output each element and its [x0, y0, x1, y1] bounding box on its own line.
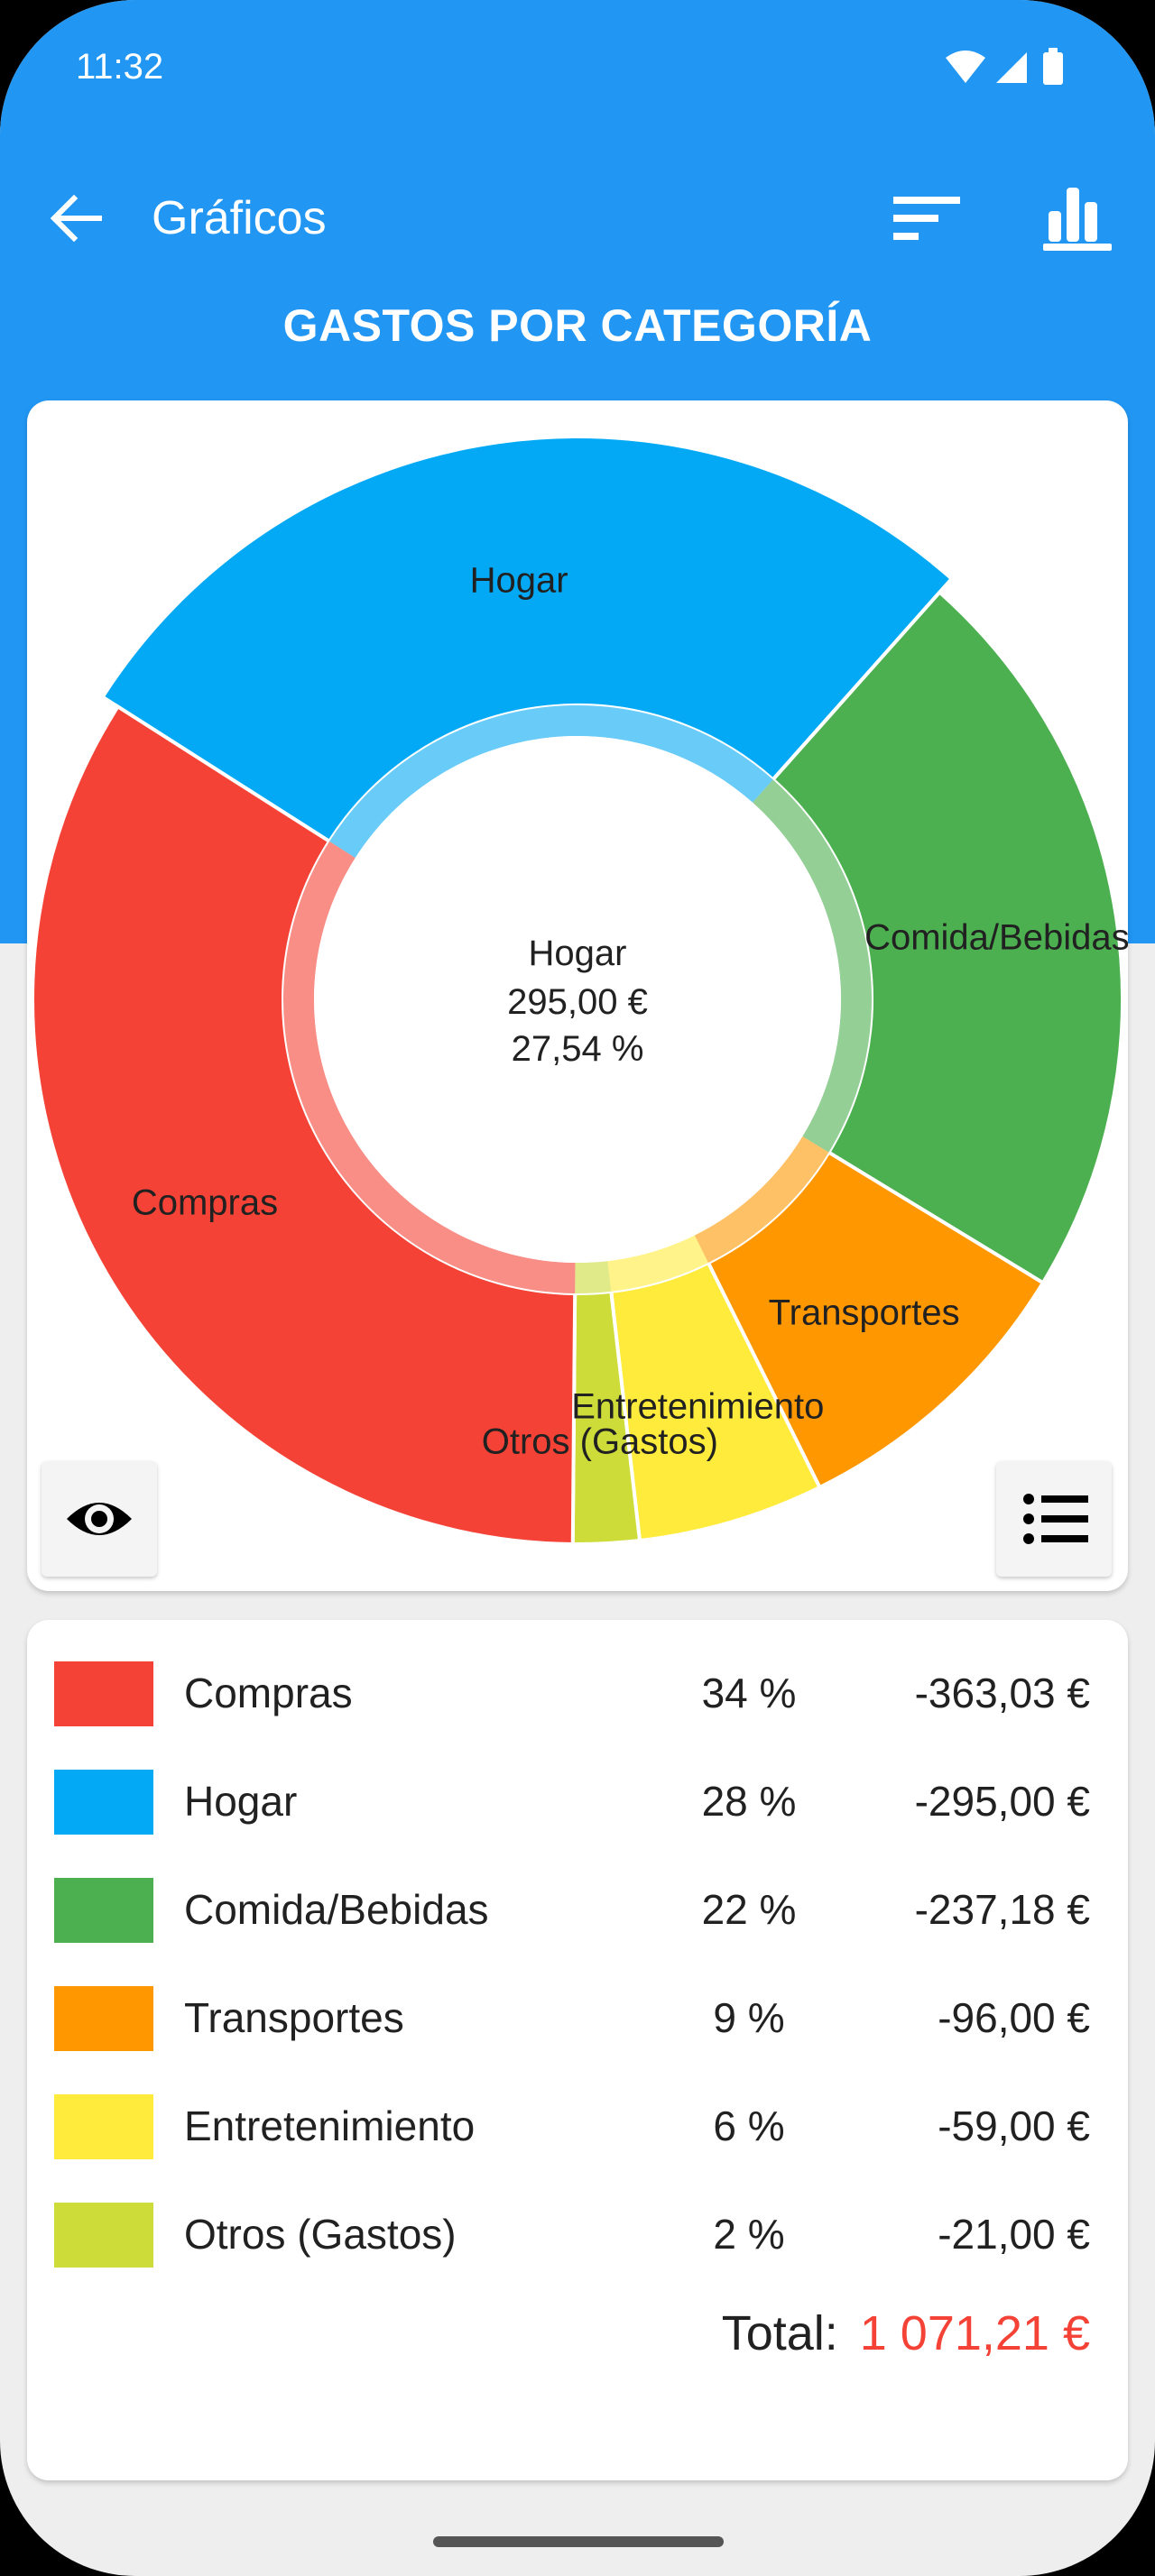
legend-percent: 6 %: [713, 2102, 785, 2149]
slice-label: Transportes: [769, 1293, 960, 1332]
sort-button[interactable]: [892, 189, 964, 247]
chart-heading: GASTOS POR CATEGORÍA: [282, 300, 873, 351]
legend-row[interactable]: Otros (Gastos) 2 % -21,00 €: [27, 2203, 1128, 2275]
donut-slice[interactable]: [99, 435, 955, 844]
center-percent: 27,54 %: [512, 1029, 644, 1069]
legend-swatch: [54, 1986, 153, 2051]
toggle-visibility-button[interactable]: [42, 1461, 157, 1577]
donut-slice-inner-ring: [607, 1235, 708, 1292]
slice-label: Otros (Gastos): [482, 1421, 718, 1461]
sort-icon: [893, 197, 960, 240]
legend-swatch: [54, 1661, 153, 1726]
legend-amount: -363,03 €: [914, 1670, 1090, 1716]
app-title: Gráficos: [152, 192, 327, 244]
legend-percent: 34 %: [701, 1670, 797, 1716]
donut-slice-inner-ring: [329, 704, 773, 859]
total-row: Total: 1 071,21 €: [722, 2305, 1090, 2361]
legend-amount: -96,00 €: [938, 1994, 1090, 2041]
donut-slice-inner-ring: [283, 841, 576, 1293]
legend-row[interactable]: Transportes 9 % -96,00 €: [27, 1986, 1128, 2058]
legend-row[interactable]: Hogar 28 % -295,00 €: [27, 1770, 1128, 1842]
legend-swatch: [54, 2203, 153, 2268]
slice-label: Comida/Bebidas: [864, 917, 1128, 957]
donut-slice-inner-ring: [575, 1261, 612, 1293]
back-arrow-icon: [50, 194, 102, 243]
back-button[interactable]: [47, 189, 105, 247]
legend-percent: 2 %: [713, 2211, 785, 2258]
legend-category-name: Transportes: [184, 1994, 404, 2041]
list-view-button[interactable]: [996, 1461, 1112, 1577]
status-bar: 11:32: [0, 0, 1155, 135]
center-amount: 295,00 €: [507, 982, 648, 1022]
donut-slice-inner-ring: [753, 779, 872, 1153]
legend-category-name: Hogar: [184, 1778, 298, 1825]
legend-category-name: Entretenimiento: [184, 2102, 476, 2149]
status-time: 11:32: [76, 47, 164, 87]
slice-label: Compras: [132, 1182, 278, 1222]
legend-amount: -59,00 €: [938, 2102, 1090, 2149]
legend-row[interactable]: Entretenimiento 6 % -59,00 €: [27, 2094, 1128, 2167]
legend-amount: -295,00 €: [914, 1778, 1090, 1825]
slice-label: Entretenimiento: [571, 1387, 824, 1427]
center-label: Hogar: [529, 934, 627, 973]
legend-category-name: Compras: [184, 1670, 353, 1716]
total-label: Total:: [721, 2306, 838, 2360]
home-indicator[interactable]: [433, 2536, 724, 2547]
legend-category-name: Comida/Bebidas: [184, 1886, 489, 1933]
legend-percent: 28 %: [701, 1778, 797, 1825]
legend-amount: -237,18 €: [914, 1886, 1090, 1933]
legend-category-name: Otros (Gastos): [184, 2211, 457, 2258]
donut-chart: Hogar Comida/Bebidas Transportes Entretenim…: [31, 435, 1128, 1546]
legend-card: Compras 34 % -363,03 € Hogar 28 % -295,00 € Co…: [27, 1620, 1128, 2480]
list-icon: [1023, 1494, 1088, 1544]
app-bar: Gráficos: [0, 162, 1155, 274]
slice-label: Hogar: [470, 560, 568, 600]
legend-swatch: [54, 2094, 153, 2159]
legend-row[interactable]: Compras 34 % -363,03 €: [27, 1661, 1128, 1734]
chart-card: Hogar Comida/Bebidas Transportes Entretenim…: [27, 400, 1128, 1591]
status-icons: [944, 47, 1079, 87]
battery-icon: [1043, 48, 1063, 85]
eye-icon: [67, 1503, 132, 1535]
legend-percent: 22 %: [701, 1886, 797, 1933]
legend-swatch: [54, 1878, 153, 1943]
chart-type-button[interactable]: [1043, 184, 1112, 253]
legend-amount: -21,00 €: [938, 2211, 1090, 2258]
donut-slice-inner-ring: [694, 1136, 829, 1264]
legend-row[interactable]: Comida/Bebidas 22 % -237,18 €: [27, 1878, 1128, 1950]
signal-icon: [996, 52, 1027, 83]
total-value: 1 071,21 €: [859, 2306, 1090, 2360]
legend-swatch: [54, 1770, 153, 1835]
wifi-icon: [946, 51, 985, 83]
legend-percent: 9 %: [713, 1994, 785, 2041]
bar-chart-icon: [1043, 188, 1112, 251]
